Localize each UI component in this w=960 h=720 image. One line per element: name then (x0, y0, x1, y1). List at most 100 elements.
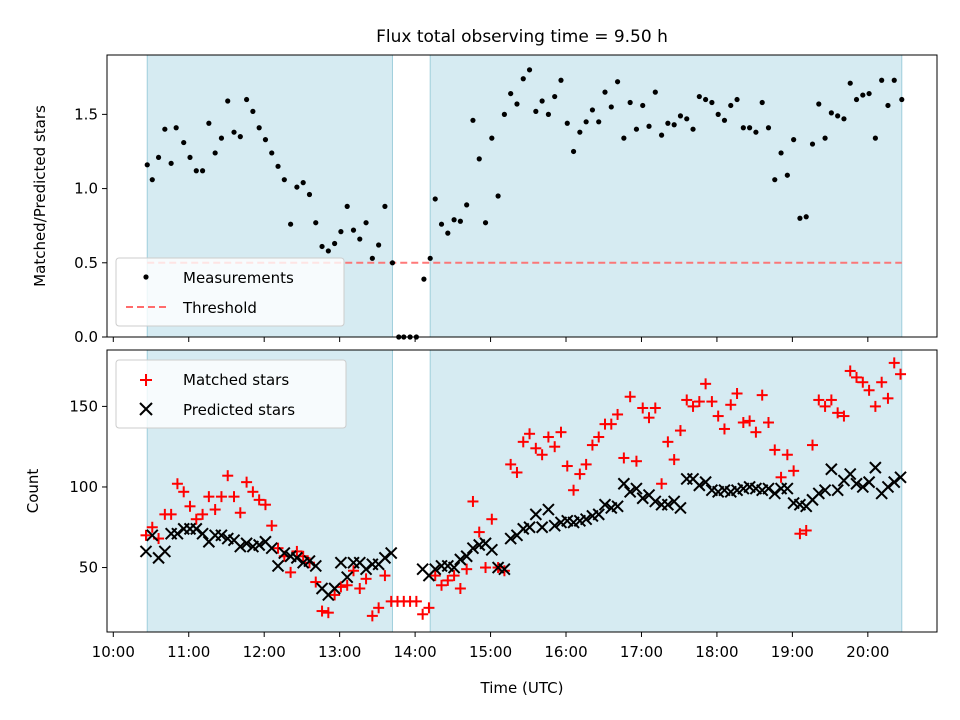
matched-star-point (259, 499, 271, 511)
bottom-y-tick-label: 50 (79, 559, 98, 577)
predicted-star-point (611, 500, 624, 513)
predicted-star-point (693, 479, 706, 492)
matched-star-point (800, 524, 812, 536)
measurement-point (558, 77, 564, 83)
matched-star-point (454, 582, 466, 594)
measurement-point (421, 276, 427, 282)
predicted-star-point (894, 471, 907, 484)
measurement-point (262, 137, 269, 143)
bottom-y-tick-label: 150 (69, 397, 98, 415)
matched-star-point (467, 495, 479, 507)
measurement-point (899, 96, 905, 103)
matched-star-point (291, 545, 303, 557)
x-tick-label: 12:00 (243, 643, 286, 661)
predicted-star-point (535, 521, 549, 534)
predicted-star-point (881, 480, 895, 494)
measurement-point (288, 221, 294, 227)
measurement-point (218, 135, 225, 141)
measurement-point (545, 111, 552, 117)
measurement-point (879, 77, 885, 83)
matched-star-point (329, 589, 341, 601)
x-tick-label: 19:00 (771, 643, 814, 661)
matched-star-point (354, 582, 366, 594)
measurement-point (860, 92, 866, 98)
matched-star-point (819, 400, 831, 412)
predicted-star-point (831, 483, 844, 497)
measurement-point (357, 236, 363, 242)
top-y-tick-label: 1.0 (74, 180, 98, 198)
predicted-star-point (856, 480, 870, 494)
matched-star-point (605, 418, 617, 430)
matched-star-point (756, 389, 768, 401)
matched-star-point (379, 570, 391, 582)
matched-star-point (876, 376, 888, 388)
measurement-point (306, 191, 313, 198)
matched-star-point (769, 444, 781, 456)
matched-star-point (643, 412, 655, 424)
measurement-point (438, 221, 445, 227)
x-tick-label: 15:00 (469, 643, 512, 661)
measurement-point (470, 117, 476, 123)
matched-star-point (649, 402, 661, 414)
measurement-point (300, 180, 306, 186)
matched-star-point (316, 605, 328, 617)
matched-star-point (568, 484, 580, 496)
matched-star-point (197, 508, 209, 520)
matched-star-point (360, 573, 372, 585)
measurement-point (759, 99, 765, 106)
measurement-point (671, 122, 677, 128)
predicted-star-point (359, 562, 373, 576)
predicted-star-point (328, 582, 341, 595)
top-x-ticks (112, 337, 869, 342)
measurement-point (376, 242, 382, 248)
measurement-point (212, 150, 218, 156)
measurement-point (243, 96, 250, 103)
matched-star-point (825, 394, 837, 406)
matched-star-point (517, 436, 529, 448)
legend-measurements-marker (143, 274, 149, 280)
matched-star-point (448, 570, 460, 582)
matched-star-point (775, 471, 787, 483)
predicted-star-point (460, 550, 473, 563)
matched-star-point (140, 529, 152, 541)
matched-star-point (656, 478, 668, 490)
measurement-point (514, 101, 520, 107)
measurement-point (501, 111, 507, 117)
measurement-point (564, 120, 570, 126)
measurement-point (734, 96, 740, 103)
measurement-point (427, 255, 433, 261)
matched-star-point (813, 394, 825, 406)
matched-star-point (555, 426, 567, 438)
observing-window-band (430, 55, 902, 337)
matched-star-point (215, 491, 227, 503)
bottom-y-axis-label: Count (24, 469, 42, 514)
measurement-point (684, 116, 690, 122)
measurement-point (614, 79, 621, 85)
chart-title: Flux total observing time = 9.50 h (376, 27, 668, 47)
matched-star-point (549, 441, 561, 453)
measurement-point (816, 101, 822, 107)
measurement-point (350, 227, 357, 233)
predicted-star-point (171, 527, 184, 540)
predicted-star-point (290, 551, 304, 565)
matched-star-point (310, 576, 322, 588)
x-tick-label: 18:00 (695, 643, 738, 661)
matched-star-point (718, 423, 730, 435)
measurement-point (885, 102, 891, 109)
measurement-point (344, 203, 350, 209)
matched-star-point (832, 407, 844, 419)
legend-predicted-label: Predicted stars (183, 401, 295, 419)
legend-predicted-marker (139, 402, 153, 416)
measurement-point (690, 126, 696, 132)
matched-star-point (228, 491, 240, 503)
matched-star-point (429, 570, 441, 582)
matched-star-point (373, 602, 385, 614)
matched-star-point (762, 417, 774, 429)
predicted-star-point (818, 483, 832, 497)
predicted-star-point (542, 503, 555, 516)
legend-matched-marker (140, 374, 152, 386)
matched-star-point (524, 428, 536, 440)
predicted-star-point (190, 522, 203, 536)
bottom-y-ticks: 50 100 150 (69, 397, 107, 577)
predicted-star-point (699, 475, 712, 489)
